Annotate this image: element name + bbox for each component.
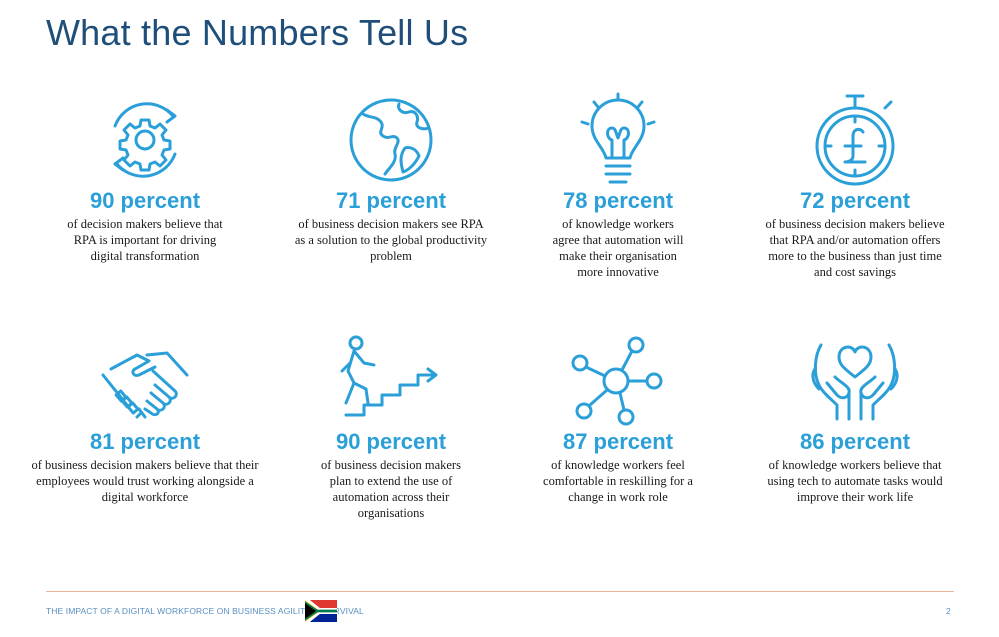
stat-card-1: 90 percent of decision makers believe th… [20,92,270,264]
stat-value: 78 percent [562,188,674,213]
stat-value: 71 percent [335,188,447,213]
climbing-stairs-icon [340,335,438,417]
footer-title: THE IMPACT OF A DIGITAL WORKFORCE ON BUS… [46,606,364,616]
south-africa-flag-icon [305,600,337,622]
page-number: 2 [946,606,951,616]
heart-hands-icon [811,343,899,421]
stat-card-6: 90 percent of business decision makers p… [266,333,516,521]
stat-description: of knowledge workers agree that automati… [552,217,684,279]
stat-value: 72 percent [799,188,911,213]
handshake-icon [101,351,189,419]
stat-description: of decision makers believe that RPA is i… [67,217,223,263]
network-nodes-icon [571,336,663,426]
stat-value: 90 percent [89,188,201,213]
stat-value: 86 percent [799,429,911,454]
stat-value: 90 percent [335,429,447,454]
footer-divider [46,591,954,592]
stat-card-5: 81 percent of business decision makers b… [20,333,270,505]
stat-card-2: 71 percent of business decision makers s… [266,92,516,264]
globe-icon [349,98,433,182]
page-title: What the Numbers Tell Us [46,12,469,53]
stat-card-8: 86 percent of knowledge workers believe … [730,333,980,505]
stat-description: of business decision makers believe that… [31,458,259,504]
stat-description: of business decision makers see RPA as a… [294,217,488,263]
pound-stopwatch-icon [815,94,895,186]
stat-description: of knowledge workers believe that using … [767,458,943,504]
gear-cycle-icon [113,102,177,178]
stat-card-4: 72 percent of business decision makers b… [730,92,980,280]
stat-value: 81 percent [89,429,201,454]
lightbulb-icon [580,92,656,184]
stat-description: of knowledge workers feel comfortable in… [543,458,693,504]
stat-value: 87 percent [562,429,674,454]
stat-card-7: 87 percent of knowledge workers feel com… [493,333,743,505]
stat-card-3: 78 percent of knowledge workers agree th… [493,92,743,280]
stat-description: of business decision makers believe that… [765,217,945,279]
stat-description: of business decision makers plan to exte… [321,458,461,520]
